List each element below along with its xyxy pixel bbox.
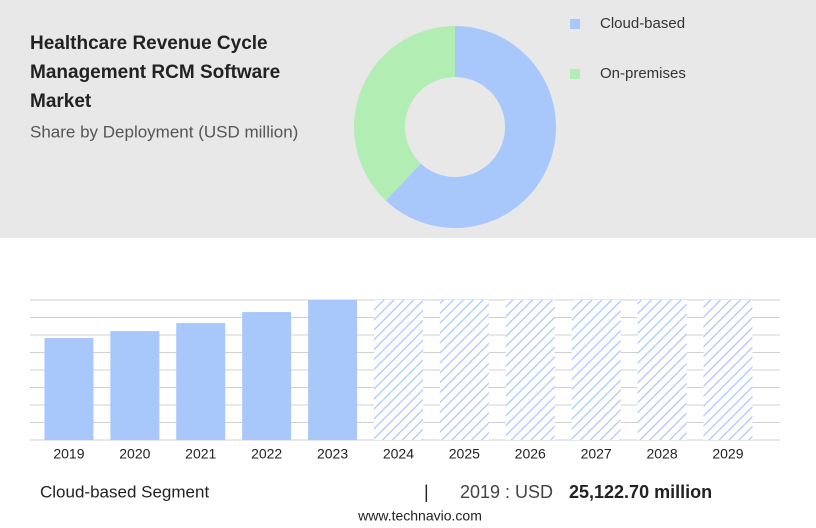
legend-label: On-premises [600, 65, 686, 82]
x-tick-label: 2022 [251, 446, 282, 462]
x-tick-label: 2020 [119, 446, 150, 462]
x-tick-label: 2025 [449, 446, 480, 462]
bar [242, 312, 292, 440]
x-tick-label: 2028 [646, 446, 677, 462]
footer-source: www.technavio.com [357, 508, 482, 524]
forecast-bar [637, 300, 687, 440]
forecast-bar [439, 300, 489, 440]
forecast-bar [373, 300, 423, 440]
legend-label: Cloud-based [600, 15, 685, 32]
x-tick-label: 2027 [581, 446, 612, 462]
legend-swatch [570, 69, 580, 79]
x-tick-label: 2026 [515, 446, 546, 462]
footer-year: 2019 : USD [460, 482, 553, 502]
forecast-bar [571, 300, 621, 440]
bar [308, 300, 358, 440]
bar [176, 323, 226, 440]
chart-subtitle: Share by Deployment (USD million) [30, 122, 298, 141]
x-tick-label: 2024 [383, 446, 414, 462]
footer-separator: | [424, 482, 429, 502]
donut-slice [385, 26, 557, 228]
forecast-bar [505, 300, 555, 440]
donut-slice [354, 25, 455, 201]
chart-title: Healthcare Revenue Cycle Management RCM S… [30, 33, 280, 112]
x-tick-label: 2021 [185, 446, 216, 462]
x-tick-label: 2019 [53, 446, 84, 462]
x-tick-label: 2029 [712, 446, 743, 462]
footer-value: 25,122.70 million [569, 482, 712, 502]
forecast-bar [703, 300, 753, 440]
bar [110, 331, 160, 440]
bar [44, 338, 94, 440]
legend-swatch [570, 19, 580, 29]
footer-segment: Cloud-based Segment [40, 482, 209, 501]
x-tick-label: 2023 [317, 446, 348, 462]
